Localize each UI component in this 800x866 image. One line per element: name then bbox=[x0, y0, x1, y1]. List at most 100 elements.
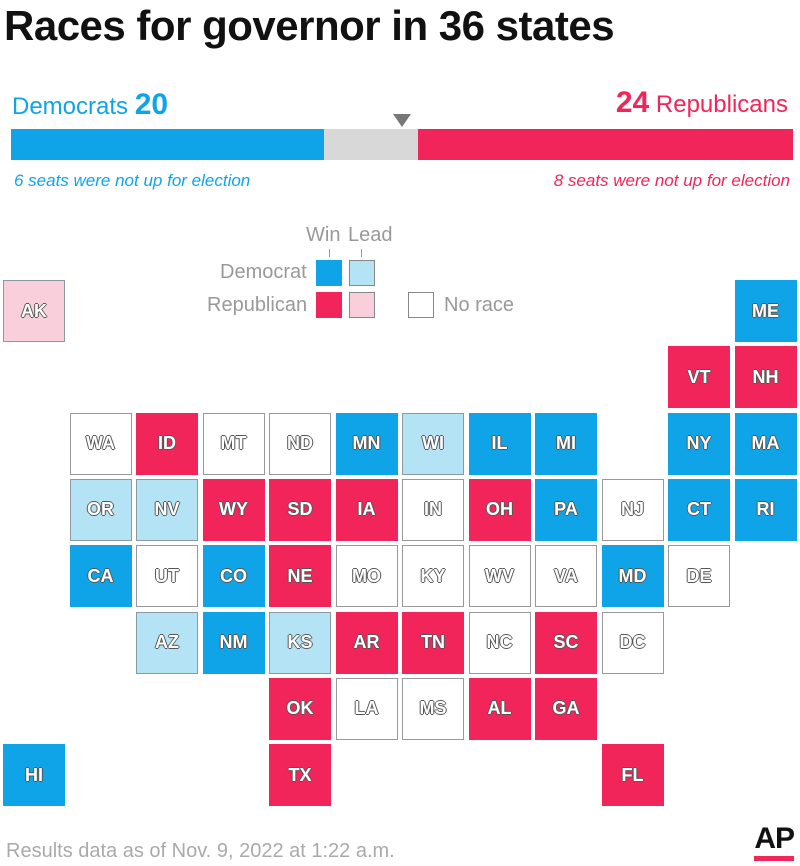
state-label: NJ bbox=[620, 499, 644, 520]
state-label: ME bbox=[752, 300, 779, 321]
legend-lead-label: Lead bbox=[348, 224, 393, 246]
state-tile-md: MD bbox=[601, 545, 664, 608]
majority-marker-icon bbox=[393, 114, 411, 127]
state-label: SD bbox=[287, 499, 313, 520]
state-label: NE bbox=[287, 565, 313, 586]
state-label: VT bbox=[687, 366, 711, 387]
state-tile-nc: NC bbox=[468, 611, 531, 674]
seat-bar-segment-republican bbox=[417, 129, 793, 160]
legend-democrat-label: Democrat bbox=[220, 261, 307, 283]
seat-balance-bar bbox=[11, 129, 793, 160]
state-tile-tn: TN bbox=[402, 611, 464, 674]
state-tile-mo: MO bbox=[335, 545, 398, 608]
state-tile-sc: SC bbox=[535, 611, 597, 674]
state-tile-ok: OK bbox=[269, 677, 331, 740]
state-label: RI bbox=[756, 499, 775, 520]
legend-dem-win-swatch bbox=[316, 260, 342, 286]
state-tile-de: DE bbox=[668, 545, 730, 608]
state-tile-wi: WI bbox=[402, 412, 464, 475]
state-tile-ma: MA bbox=[734, 412, 797, 475]
state-label: OK bbox=[286, 698, 314, 719]
state-tile-mt: MT bbox=[202, 412, 265, 475]
state-label: KS bbox=[287, 632, 313, 652]
state-label: TN bbox=[421, 632, 445, 652]
legend-rep-lead-swatch bbox=[349, 292, 375, 318]
state-tile-nj: NJ bbox=[601, 478, 664, 541]
legend-no-race-label: No race bbox=[444, 294, 515, 316]
state-label: NV bbox=[154, 499, 180, 520]
state-label: WY bbox=[219, 499, 248, 520]
legend-win-label: Win bbox=[306, 224, 341, 246]
state-tile-nd: ND bbox=[269, 412, 331, 475]
state-tile-sd: SD bbox=[269, 478, 331, 541]
state-label: GA bbox=[552, 698, 580, 719]
republicans-note: 8 seats were not up for election bbox=[553, 171, 790, 190]
democrats-label: Democrats bbox=[12, 93, 129, 120]
state-tile-fl: FL bbox=[601, 744, 664, 807]
ap-logo: AP bbox=[754, 822, 795, 855]
state-tile-nv: NV bbox=[136, 478, 198, 541]
legend-win-tick bbox=[329, 249, 330, 257]
state-tile-mi: MI bbox=[535, 412, 597, 475]
state-label: IL bbox=[491, 433, 508, 454]
state-tile-co: CO bbox=[202, 545, 265, 608]
state-tile-oh: OH bbox=[468, 478, 531, 541]
state-tile-la: LA bbox=[335, 677, 398, 740]
state-label: CO bbox=[220, 565, 247, 586]
state-label: OH bbox=[486, 499, 513, 520]
state-tile-ar: AR bbox=[335, 611, 398, 674]
state-label: DC bbox=[619, 632, 646, 652]
state-label: UT bbox=[155, 565, 179, 586]
state-tile-ca: CA bbox=[69, 545, 132, 608]
republicans-label: Republicans bbox=[655, 91, 788, 118]
democrats-header: Democrats 20 bbox=[12, 88, 168, 122]
state-tile-ky: KY bbox=[402, 545, 464, 608]
state-label: MT bbox=[220, 433, 247, 454]
legend-lead-tick bbox=[361, 249, 362, 257]
state-label: AZ bbox=[155, 632, 179, 652]
state-tile-hi: HI bbox=[3, 744, 65, 807]
seat-bar-segment-democrat bbox=[11, 129, 324, 160]
state-label: MA bbox=[751, 433, 780, 454]
state-label: ID bbox=[158, 433, 176, 454]
state-tile-ct: CT bbox=[668, 478, 730, 541]
state-tile-nh: NH bbox=[734, 346, 797, 409]
state-label: PA bbox=[554, 499, 578, 520]
state-label: SC bbox=[553, 632, 579, 652]
state-tile-ga: GA bbox=[535, 677, 597, 740]
state-tile-wv: WV bbox=[468, 545, 531, 608]
state-label: MN bbox=[352, 433, 381, 454]
state-tile-ut: UT bbox=[136, 545, 198, 608]
chart-title: Races for governor in 36 states bbox=[4, 2, 615, 49]
state-label: IN bbox=[424, 499, 442, 520]
state-label: OR bbox=[87, 499, 114, 520]
state-tile-va: VA bbox=[535, 545, 597, 608]
state-label: ND bbox=[287, 433, 313, 454]
state-label: KY bbox=[420, 565, 446, 586]
state-label: WA bbox=[86, 433, 115, 454]
state-label: FL bbox=[621, 764, 644, 785]
state-label: NC bbox=[486, 632, 513, 652]
source-footer: Results data as of Nov. 9, 2022 at 1:22 … bbox=[6, 840, 395, 862]
state-tile-ms: MS bbox=[402, 677, 464, 740]
state-label: MO bbox=[352, 565, 381, 586]
state-label: CA bbox=[87, 565, 114, 586]
state-label: IA bbox=[357, 499, 376, 520]
republicans-header: 24 Republicans bbox=[616, 86, 788, 120]
state-label: NY bbox=[686, 433, 712, 454]
state-label: MI bbox=[556, 433, 576, 454]
republicans-seat-count: 24 bbox=[615, 86, 650, 119]
state-tile-al: AL bbox=[468, 677, 531, 740]
state-label: TX bbox=[288, 764, 312, 785]
state-tile-il: IL bbox=[468, 412, 531, 475]
state-label: DE bbox=[686, 565, 712, 586]
legend-republican-label: Republican bbox=[207, 294, 308, 316]
state-label: NH bbox=[752, 366, 779, 387]
state-tile-nm: NM bbox=[202, 611, 265, 674]
state-label: VA bbox=[554, 565, 578, 586]
legend-dem-lead-swatch bbox=[349, 260, 375, 286]
state-label: NM bbox=[219, 632, 248, 652]
state-tile-or: OR bbox=[69, 478, 132, 541]
state-tile-ny: NY bbox=[668, 412, 730, 475]
state-label: WI bbox=[422, 433, 444, 454]
